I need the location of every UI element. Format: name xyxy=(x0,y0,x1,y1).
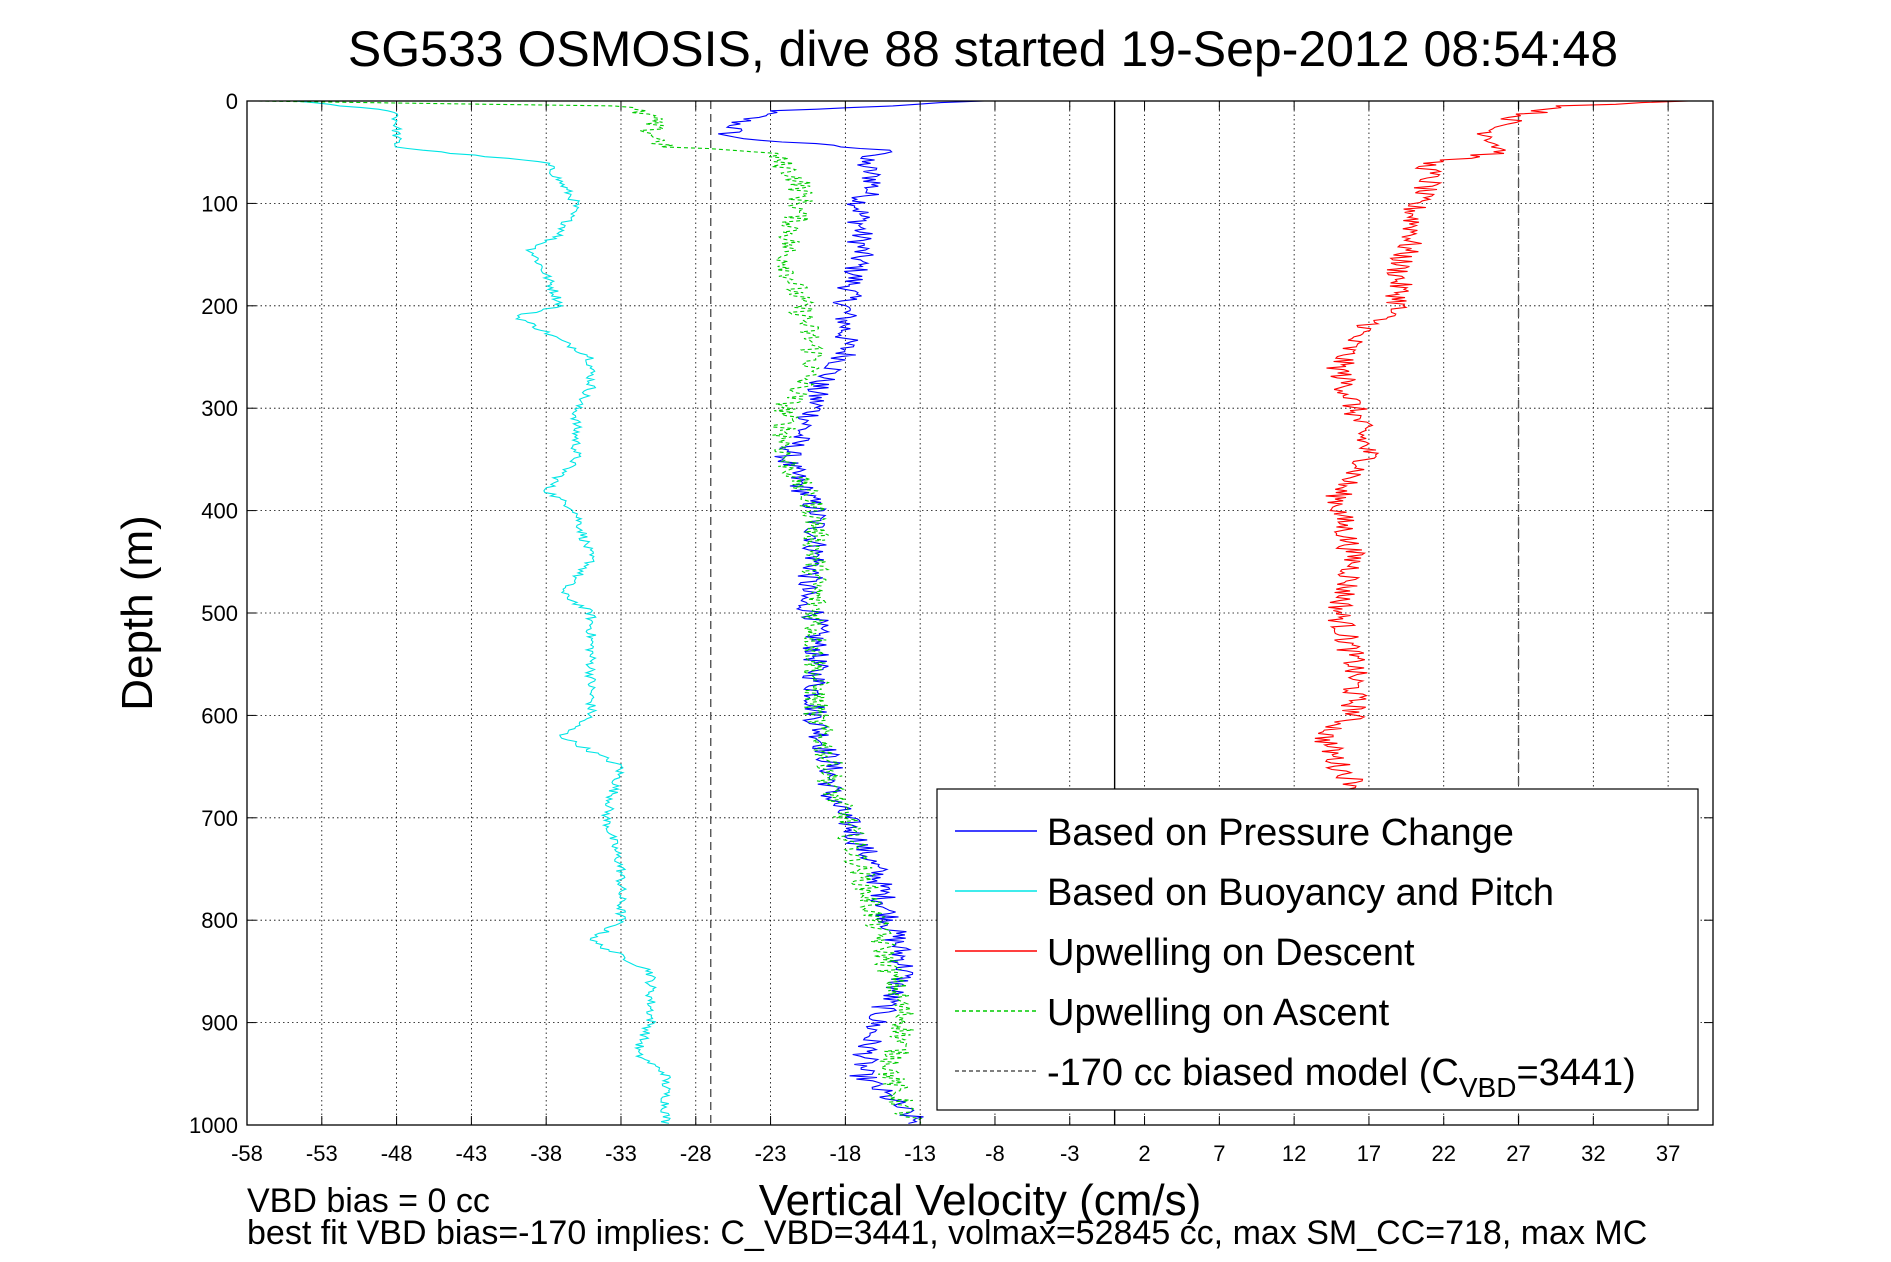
annotation-best-fit: best fit VBD bias=-170 implies: C_VBD=34… xyxy=(247,1214,1647,1252)
series-line-1 xyxy=(293,100,671,1124)
y-tick-label: 600 xyxy=(201,703,238,728)
legend-label-0: Based on Pressure Change xyxy=(1047,812,1514,854)
x-tick-label: -8 xyxy=(985,1141,1005,1166)
x-tick-label: -38 xyxy=(530,1141,562,1166)
legend-label-part: -170 cc biased model (C xyxy=(1047,1052,1459,1094)
x-tick-label: -48 xyxy=(381,1141,413,1166)
x-tick-label: 27 xyxy=(1506,1141,1530,1166)
x-tick-label: 22 xyxy=(1431,1141,1455,1166)
x-axis-label: Vertical Velocity (cm/s) xyxy=(759,1176,1202,1225)
y-tick-label: 700 xyxy=(201,806,238,831)
series-group xyxy=(258,100,1689,1124)
y-tick-label: 100 xyxy=(201,191,238,216)
legend: Based on Pressure Change Based on Buoyanc… xyxy=(936,788,1699,1111)
y-tick-label: 500 xyxy=(201,601,238,626)
x-tick-label: -53 xyxy=(306,1141,338,1166)
x-tick-label: -43 xyxy=(455,1141,487,1166)
y-tick-label: 400 xyxy=(201,499,238,524)
x-axis-ticks: -58 -53 -48 -43 -38 -33 -28 -23 -18 -13 -8 -3 2 7 12 17… xyxy=(231,101,1680,1166)
x-tick-label: -58 xyxy=(231,1141,263,1166)
legend-label-3: Upwelling on Ascent xyxy=(1047,992,1390,1034)
chart-title: SG533 OSMOSIS, dive 88 started 19-Sep-20… xyxy=(348,21,1618,77)
y-tick-label: 200 xyxy=(201,294,238,319)
y-tick-label: 0 xyxy=(226,89,238,114)
x-tick-label: 12 xyxy=(1282,1141,1306,1166)
series-line-0 xyxy=(718,100,985,1124)
x-tick-label: 17 xyxy=(1357,1141,1381,1166)
x-tick-label: 2 xyxy=(1138,1141,1150,1166)
x-tick-label: -28 xyxy=(680,1141,712,1166)
x-tick-label: -18 xyxy=(829,1141,861,1166)
y-axis-label: Depth (m) xyxy=(113,515,162,711)
legend-label-part: =3441) xyxy=(1516,1052,1635,1094)
y-axis-ticks: 0 100 200 300 400 500 600 700 800 900 1000 xyxy=(189,89,1713,1138)
y-tick-label: 300 xyxy=(201,396,238,421)
y-tick-label: 900 xyxy=(201,1011,238,1036)
x-tick-label: -3 xyxy=(1060,1141,1080,1166)
legend-label-subscript: VBD xyxy=(1459,1072,1517,1103)
legend-label-2: Upwelling on Descent xyxy=(1047,932,1415,974)
legend-box xyxy=(936,788,1699,1111)
x-tick-label: 32 xyxy=(1581,1141,1605,1166)
y-tick-label: 1000 xyxy=(189,1113,238,1138)
x-tick-label: -13 xyxy=(904,1141,936,1166)
series-line-2 xyxy=(1314,100,1689,797)
x-tick-label: 37 xyxy=(1656,1141,1680,1166)
legend-label-4: -170 cc biased model (CVBD=3441) xyxy=(1047,1052,1636,1103)
x-tick-label: 7 xyxy=(1213,1141,1225,1166)
legend-label-1: Based on Buoyancy and Pitch xyxy=(1047,872,1554,914)
y-tick-label: 800 xyxy=(201,908,238,933)
x-tick-label: -23 xyxy=(755,1141,787,1166)
x-tick-label: -33 xyxy=(605,1141,637,1166)
annotation-bias: VBD bias = 0 cc xyxy=(247,1182,490,1220)
series-line-3 xyxy=(258,100,923,1124)
